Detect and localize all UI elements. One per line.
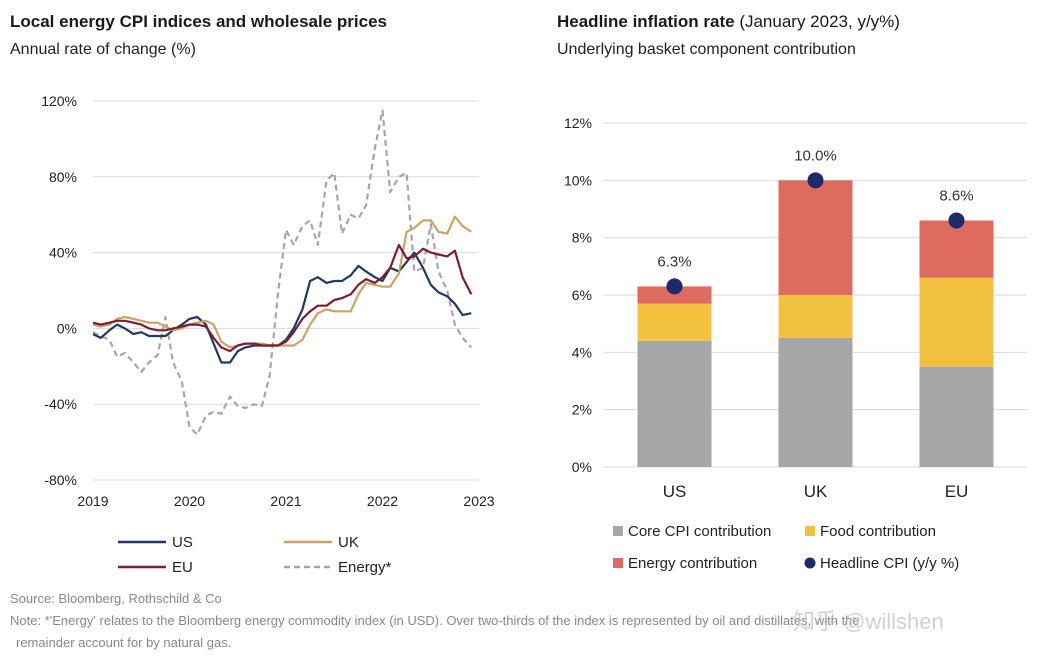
source-text: Source: Bloomberg, Rothschild & Co <box>10 591 222 606</box>
bar-category-label: EU <box>945 482 969 501</box>
line-legend-label: UK <box>338 534 359 551</box>
line-xtick-label: 2021 <box>270 493 301 509</box>
bar-category-label: US <box>663 482 687 501</box>
right-chart-subtitle: Underlying basket component contribution <box>557 41 856 58</box>
bar-legend-swatch <box>613 558 623 568</box>
bar-ytick-label: 0% <box>572 459 592 475</box>
line-ytick-label: 40% <box>49 245 77 261</box>
headline-data-label: 10.0% <box>794 147 837 164</box>
bar-segment <box>637 303 712 341</box>
line-xtick-label: 2020 <box>174 493 205 509</box>
bar-segment <box>778 295 853 338</box>
bar-segment <box>778 180 853 295</box>
headline-marker <box>807 172 824 189</box>
line-xtick-label: 2022 <box>367 493 398 509</box>
line-series-eu <box>92 243 473 353</box>
bar-segment <box>919 220 994 278</box>
bar-legend-swatch <box>805 526 815 536</box>
left-chart-title: Local energy CPI indices and wholesale p… <box>10 12 387 31</box>
bar-ytick-label: 10% <box>564 172 592 188</box>
bar-segment <box>637 340 712 467</box>
bar-legend-label: Energy contribution <box>628 555 757 572</box>
line-ytick-label: 80% <box>49 169 77 185</box>
bar-segment <box>637 286 712 304</box>
line-legend-label: Energy* <box>338 559 392 576</box>
bar-ytick-label: 2% <box>572 402 592 418</box>
bar-category-label: UK <box>804 482 828 501</box>
right-title-light: (January 2023, y/y%) <box>734 12 900 31</box>
line-chart: -80% -40% 0% 40% 80% 120% 2019 2020 2021 2022 2023 <box>41 93 495 509</box>
bar-legend-label: Core CPI contribution <box>628 523 771 540</box>
note-line-1: Note: *'Energy' relates to the Bloomberg… <box>10 613 860 628</box>
headline-data-label: 8.6% <box>939 187 973 204</box>
headline-data-label: 6.3% <box>657 253 691 270</box>
line-legend-label: EU <box>172 559 193 576</box>
right-chart-title: Headline inflation rate (January 2023, y… <box>557 12 900 32</box>
bar-ytick-label: 6% <box>572 287 592 303</box>
bar-ytick-label: 8% <box>572 230 592 246</box>
bar-ytick-label: 4% <box>572 344 592 360</box>
bar-ytick-label: 12% <box>564 115 592 131</box>
line-series-uk <box>92 215 472 349</box>
bar-chart: 0% 2% 4% 6% 8% 10% 12% US 6.3% UK 10.0% EU 8.6% <box>564 115 1027 501</box>
watermark-text: 知乎 @willshen <box>793 609 944 634</box>
line-series-energy <box>92 109 473 436</box>
bar-legend-label: Food contribution <box>820 523 936 540</box>
bar-legend-label: Headline CPI (y/y %) <box>820 555 959 572</box>
left-chart-subtitle: Annual rate of change (%) <box>10 41 196 58</box>
line-ytick-label: -40% <box>44 396 77 412</box>
line-xtick-label: 2023 <box>463 493 494 509</box>
line-xtick-label: 2019 <box>77 493 108 509</box>
bar-legend-swatch <box>804 557 816 569</box>
bar-segment <box>919 277 994 367</box>
headline-marker <box>666 278 683 295</box>
line-legend-label: US <box>172 534 193 551</box>
headline-marker <box>948 212 965 229</box>
line-chart-legend: US UK EU Energy* <box>118 534 392 576</box>
bar-chart-legend: Core CPI contribution Food contribution En… <box>613 523 959 572</box>
bar-segment <box>919 366 994 467</box>
line-ytick-label: 0% <box>57 320 77 336</box>
bar-segment <box>778 338 853 467</box>
note-line-2: remainder account for by natural gas. <box>16 635 232 650</box>
line-ytick-label: -80% <box>44 472 77 488</box>
line-ytick-label: 120% <box>41 93 77 109</box>
bar-legend-swatch <box>613 526 623 536</box>
right-title-bold: Headline inflation rate <box>557 12 735 31</box>
